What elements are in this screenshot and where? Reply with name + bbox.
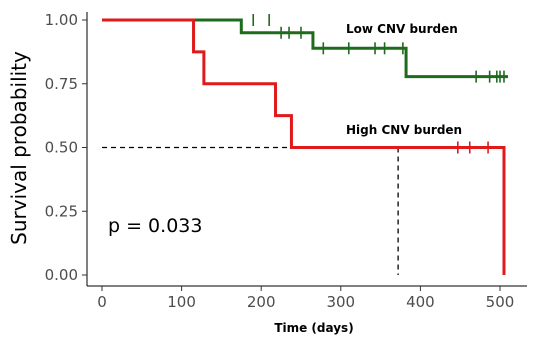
series-low-cnv bbox=[102, 14, 508, 83]
y-tick-label: 0.00 bbox=[45, 266, 78, 284]
x-axis-title: Time (days) bbox=[274, 321, 353, 335]
series-label-high: High CNV burden bbox=[346, 123, 462, 137]
y-tick-label: 0.50 bbox=[45, 139, 78, 157]
survival-curve bbox=[102, 18, 508, 79]
x-tick-label: 100 bbox=[167, 293, 196, 311]
series-label-low: Low CNV burden bbox=[346, 22, 458, 36]
series-high-cnv bbox=[102, 18, 506, 275]
y-tick-label: 0.25 bbox=[45, 202, 78, 220]
x-tick-label: 400 bbox=[406, 293, 435, 311]
y-axis-title: Survival probability bbox=[7, 51, 31, 245]
y-tick-label: 1.00 bbox=[45, 11, 78, 29]
median-lines bbox=[102, 146, 399, 275]
p-value-annotation: p = 0.033 bbox=[108, 215, 202, 237]
axes: 0.00 0.25 0.50 0.75 1.00 0 100 200 300 400 500 bbox=[45, 11, 527, 311]
series-layer bbox=[102, 14, 508, 275]
x-tick-label: 0 bbox=[97, 293, 107, 311]
survival-curve bbox=[102, 18, 506, 275]
y-tick-label: 0.75 bbox=[45, 75, 78, 93]
x-tick-label: 500 bbox=[486, 293, 515, 311]
x-tick-label: 200 bbox=[247, 293, 276, 311]
x-tick-label: 300 bbox=[326, 293, 355, 311]
